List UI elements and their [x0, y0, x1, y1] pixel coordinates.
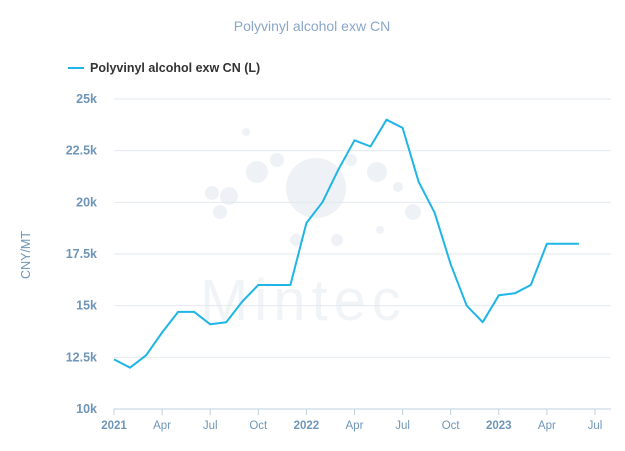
y-tick-label: 25k [76, 92, 97, 106]
y-tick-label: 10k [76, 402, 97, 416]
x-tick-label: Apr [153, 420, 171, 432]
x-tick-label: Apr [538, 420, 556, 432]
x-tick-label: Oct [442, 420, 461, 432]
x-tick-label: Jul [203, 420, 218, 432]
legend-label: Polyvinyl alcohol exw CN (L) [90, 61, 260, 75]
series [113, 118, 579, 369]
series-line[interactable] [113, 118, 579, 369]
x-tick-label: 2022 [294, 420, 320, 432]
svg-text:Mintec: Mintec [200, 268, 407, 333]
y-tick-label: 15k [76, 299, 97, 313]
x-tick-label: 2023 [486, 420, 512, 432]
y-tick-label: 17.5k [66, 247, 97, 261]
y-tick-label: 20k [76, 195, 97, 209]
watermark: Mintec [200, 128, 421, 333]
x-tick-label: Apr [346, 420, 364, 432]
x-tick-label: 2021 [101, 420, 127, 432]
chart-title: Polyvinyl alcohol exw CN [234, 18, 390, 34]
x-tick-label: Oct [249, 420, 268, 432]
y-axis-ticks: 25k 22.5k 20k 17.5k 15k 12.5k 10k [66, 92, 97, 416]
x-tick-label: Jul [395, 420, 410, 432]
y-tick-label: 22.5k [66, 144, 97, 158]
grid [114, 98, 611, 410]
y-axis-label: CNY/MT [19, 231, 33, 279]
y-tick-label: 12.5k [66, 350, 97, 364]
x-tick-label: Jul [588, 420, 603, 432]
legend[interactable]: Polyvinyl alcohol exw CN (L) [68, 61, 260, 75]
x-axis-ticks: 2021 Apr Jul Oct 2022 Apr Jul Oct 2023 Apr Jul [101, 409, 602, 432]
